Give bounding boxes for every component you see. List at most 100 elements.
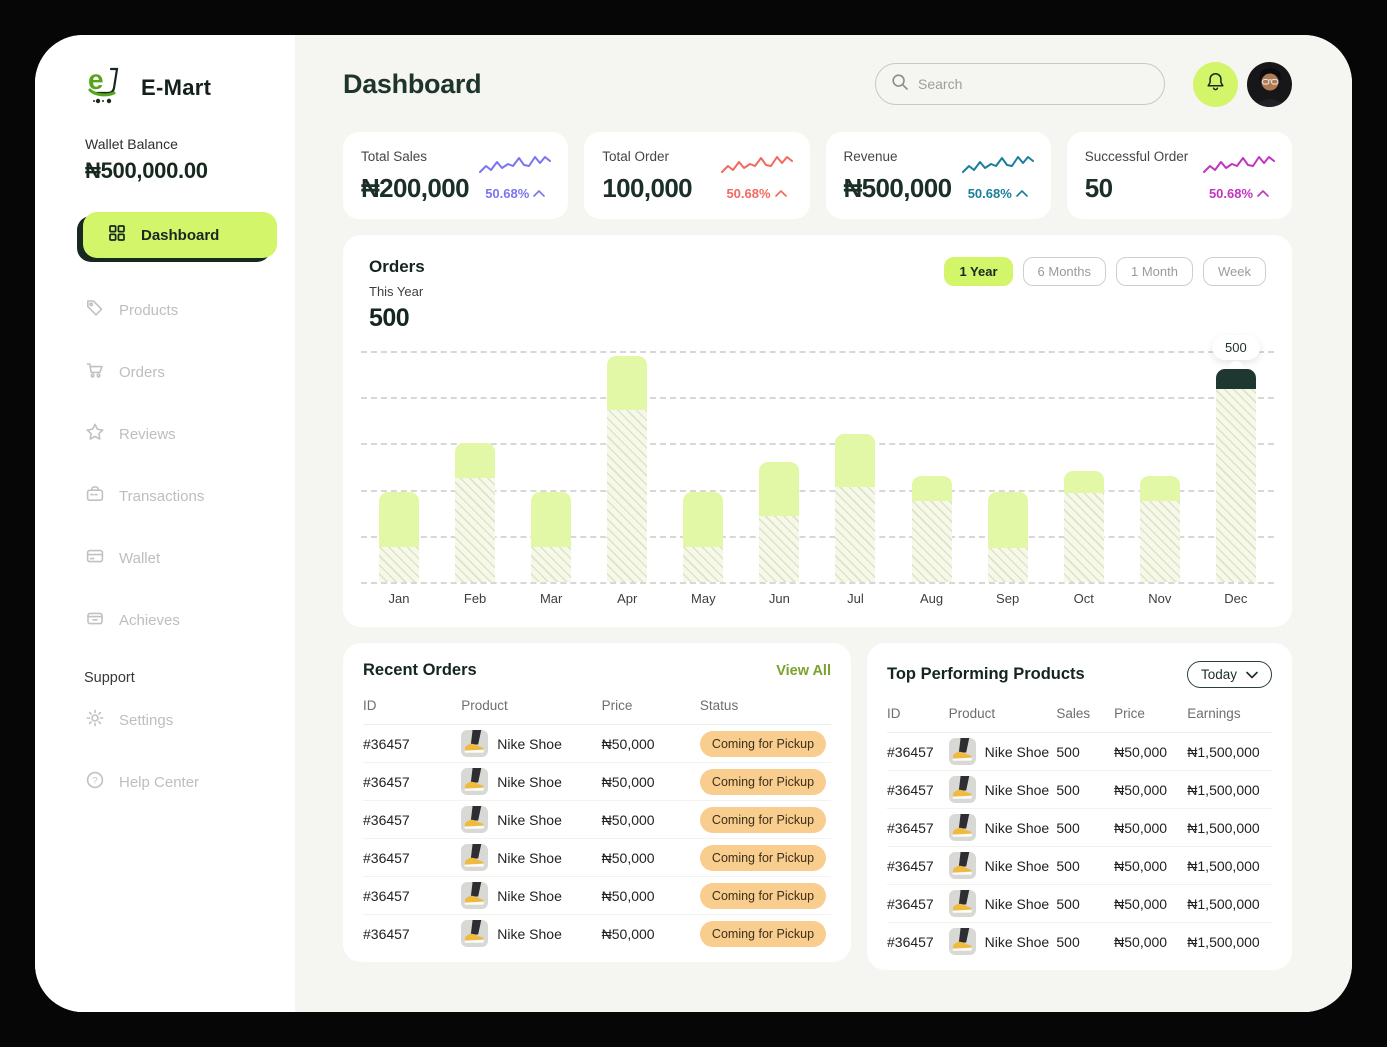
table-row[interactable]: #36457 Nike Shoe 500 ₦50,000 ₦1,500,000 (887, 884, 1272, 923)
stat-label: Total Sales (361, 149, 428, 164)
notifications-button[interactable] (1193, 61, 1238, 107)
bar-jul[interactable] (835, 434, 876, 582)
sidebar-item-orders[interactable]: Orders (85, 360, 295, 384)
sidebar-item-label: Dashboard (141, 226, 220, 244)
product-id: #36457 (887, 884, 949, 923)
sidebar-item-transactions[interactable]: Transactions (85, 484, 295, 508)
sidebar-item-achieves[interactable]: Achieves (85, 608, 295, 632)
period-dropdown-label: Today (1200, 667, 1237, 682)
product-id: #36457 (887, 933, 934, 950)
product-earnings: ₦1,500,000 (1187, 732, 1272, 771)
table-row[interactable]: #36457 Nike Shoe 500 ₦50,000 ₦1,500,000 (887, 846, 1272, 885)
recent-orders-card: Recent Orders View All ID Product Price Sta… (343, 643, 851, 962)
stat-card-3: Successful Order 50 50.68% (1066, 132, 1292, 219)
product-thumbnail (948, 814, 976, 841)
order-id: #36457 (363, 838, 462, 877)
sidebar-item-reviews[interactable]: Reviews (85, 422, 295, 446)
product-price: ₦50,000 (1114, 884, 1188, 923)
sidebar-item-wallet[interactable]: Wallet (85, 546, 295, 570)
product-name: Nike Shoe (497, 811, 562, 828)
bar-aug[interactable] (911, 475, 952, 582)
column-header-product: Product (461, 690, 602, 725)
bar-oct[interactable] (1063, 471, 1104, 582)
chart-tooltip: 500 (1212, 335, 1260, 375)
product-earnings: ₦1,500,000 (1187, 808, 1272, 847)
order-price: ₦50,000 (601, 800, 700, 839)
product-thumbnail (948, 852, 976, 879)
sidebar-item-label: Transactions (119, 487, 205, 505)
bar-jan[interactable] (379, 491, 419, 582)
chevron-up-icon (1015, 190, 1028, 197)
x-label-jul: Jul (847, 591, 864, 606)
chart-filters: 1 Year 6 Months 1 Month Week (944, 257, 1266, 333)
avatar[interactable] (1247, 61, 1292, 107)
product-thumbnail (948, 738, 976, 765)
stat-label: Total Order (602, 149, 670, 164)
brand: e E-Mart (85, 63, 295, 112)
sidebar: e E-Mart Wallet Balance ₦500,000.00 Dash… (35, 35, 295, 1012)
bar-apr[interactable] (607, 355, 648, 582)
column-header-price: Price (1114, 698, 1188, 733)
top-products-title: Top Performing Products (887, 665, 1085, 683)
stat-card-0: Total Sales ₦200,000 50.68% (343, 132, 569, 219)
table-row[interactable]: #36457 Nike Shoe 500 ₦50,000 ₦1,500,000 (887, 808, 1272, 847)
search-icon (891, 73, 909, 96)
status-badge: Coming for Pickup (699, 844, 827, 871)
bar-jun[interactable] (759, 461, 800, 582)
view-all-link[interactable]: View All (776, 662, 831, 679)
table-row[interactable]: #36457 Nike Shoe 500 ₦50,000 ₦1,500,000 (887, 770, 1272, 809)
order-price: ₦50,000 (601, 762, 700, 801)
help-icon: ? (85, 770, 105, 794)
table-row[interactable]: #36457 Nike Shoe 500 ₦50,000 ₦1,500,000 (887, 923, 1272, 961)
sidebar-nav: Dashboard Products Orders Reviews Transa… (83, 212, 295, 632)
stat-value: ₦500,000 (843, 173, 953, 203)
product-earnings: ₦1,500,000 (1187, 846, 1272, 885)
bar-sep[interactable] (987, 491, 1028, 582)
table-row[interactable]: #36457 Nike Shoe ₦50,000 Coming for Pick… (363, 800, 831, 839)
search-box[interactable] (875, 63, 1165, 105)
bar-feb[interactable] (455, 443, 496, 582)
sidebar-item-settings[interactable]: Settings (85, 708, 295, 732)
bar-dec[interactable]: 500 (1212, 335, 1260, 582)
filter-1-year[interactable]: 1 Year (944, 257, 1013, 286)
top-products-table: ID Product Sales Price Earnings #36457 Nike … (887, 698, 1272, 960)
table-row[interactable]: #36457 Nike Shoe ₦50,000 Coming for Pick… (363, 838, 831, 877)
chevron-up-icon (1257, 190, 1269, 197)
column-header-price: Price (601, 690, 700, 725)
brand-name: E-Mart (141, 74, 212, 100)
emart-logo-icon: e (85, 63, 131, 112)
star-icon (85, 422, 105, 446)
search-input[interactable] (918, 76, 1149, 92)
period-dropdown[interactable]: Today (1186, 661, 1272, 688)
sidebar-item-products[interactable]: Products (85, 298, 295, 322)
bar-nov[interactable] (1139, 475, 1180, 582)
x-label-mar: Mar (539, 591, 563, 606)
product-sales: 500 (1056, 846, 1115, 885)
gear-icon (85, 708, 105, 732)
product-thumbnail (461, 882, 489, 909)
column-header-earnings: Earnings (1187, 698, 1272, 733)
top-products-card: Top Performing Products Today ID Product S… (867, 643, 1292, 970)
product-sales: 500 (1056, 770, 1115, 809)
table-row[interactable]: #36457 Nike Shoe 500 ₦50,000 ₦1,500,000 (887, 732, 1272, 771)
product-thumbnail (461, 844, 489, 871)
sidebar-item-help-center[interactable]: ? Help Center (85, 770, 295, 794)
filter-week[interactable]: Week (1203, 257, 1266, 286)
filter-6-months[interactable]: 6 Months (1022, 257, 1107, 286)
bar-mar[interactable] (531, 491, 572, 582)
stat-label: Successful Order (1084, 149, 1189, 164)
sidebar-item-dashboard[interactable]: Dashboard (83, 212, 277, 258)
bar-may[interactable] (683, 491, 724, 582)
sidebar-item-label: Settings (119, 711, 174, 729)
product-name: Nike Shoe (497, 887, 562, 904)
table-row[interactable]: #36457 Nike Shoe ₦50,000 Coming for Pick… (363, 762, 831, 801)
table-row[interactable]: #36457 Nike Shoe ₦50,000 Coming for Pick… (363, 724, 831, 763)
stat-value: 50 (1084, 173, 1113, 203)
table-row[interactable]: #36457 Nike Shoe ₦50,000 Coming for Pick… (363, 915, 831, 953)
filter-1-month[interactable]: 1 Month (1116, 257, 1193, 286)
table-row[interactable]: #36457 Nike Shoe ₦50,000 Coming for Pick… (363, 876, 831, 915)
product-thumbnail (461, 768, 489, 795)
bell-icon (1205, 71, 1226, 97)
page-title: Dashboard (343, 68, 482, 99)
orders-bar-chart: 500 (361, 335, 1274, 584)
